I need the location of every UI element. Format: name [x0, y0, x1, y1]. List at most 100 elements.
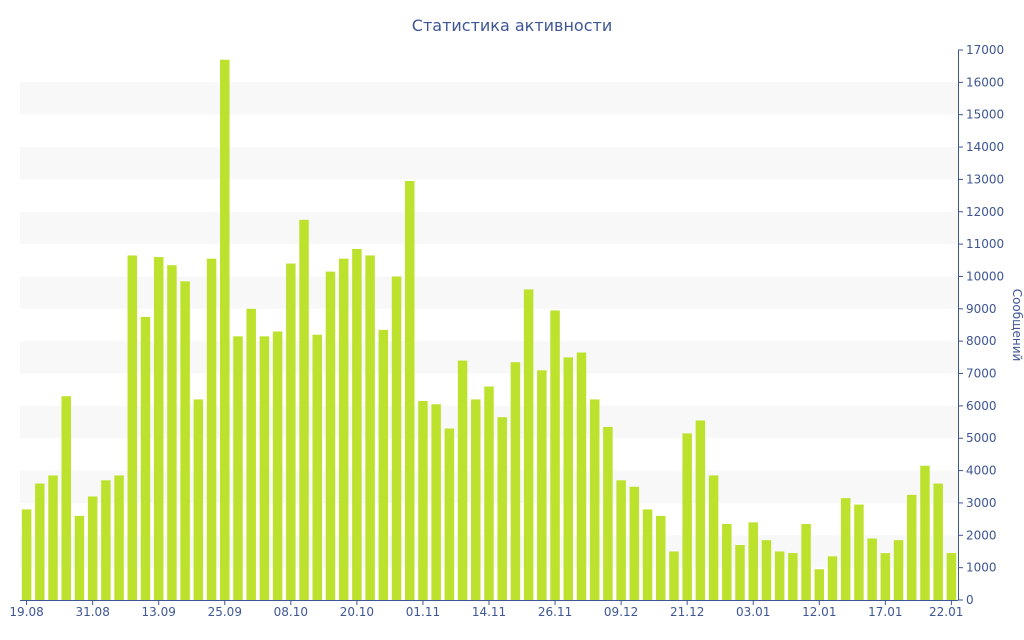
grid-band [20, 211, 958, 245]
bar [48, 475, 58, 600]
bar [946, 553, 957, 600]
bar [87, 496, 98, 600]
bar [431, 404, 441, 600]
bar [669, 551, 679, 600]
bars [21, 59, 957, 600]
bar [537, 370, 547, 600]
x-tick-label: 22.01 [929, 605, 963, 619]
bar [880, 553, 891, 600]
x-tick-label: 09.12 [604, 605, 638, 619]
x-tick-label: 08.10 [274, 605, 308, 619]
bar [788, 553, 798, 600]
x-tick-label: 14.11 [472, 605, 506, 619]
x-tick-label: 25.09 [208, 605, 242, 619]
x-tick-label: 21.12 [670, 605, 704, 619]
bar [206, 258, 217, 600]
bar [907, 494, 917, 600]
bar [867, 538, 877, 600]
bar [920, 465, 930, 600]
grid-band [20, 82, 958, 115]
y-tick-label: 10000 [966, 269, 1004, 283]
y-tick-label: 3000 [966, 496, 997, 510]
y-tick-label: 2000 [966, 528, 997, 542]
chart-title: Статистика активности [412, 16, 612, 35]
bar [21, 509, 32, 600]
bar [933, 483, 943, 600]
x-tick-label: 03.01 [736, 605, 770, 619]
grid-band [20, 147, 958, 180]
bar [286, 263, 296, 600]
bar [603, 426, 613, 600]
bar [391, 276, 402, 600]
bar [655, 515, 666, 600]
bar [840, 498, 851, 600]
bar [642, 509, 653, 600]
bar [338, 258, 349, 600]
bar [352, 248, 362, 600]
bar [153, 257, 164, 600]
bar [299, 219, 309, 600]
x-tick-label: 12.01 [802, 605, 836, 619]
bar [854, 504, 864, 600]
bar [827, 556, 838, 600]
x-tick-label: 19.08 [9, 605, 43, 619]
bar [576, 352, 587, 600]
bar [35, 483, 45, 600]
bar [814, 569, 825, 600]
x-tick-label: 26.11 [538, 605, 572, 619]
bar [484, 386, 494, 600]
y-tick-label: 16000 [966, 75, 1004, 89]
bar [61, 396, 71, 600]
y-tick-label: 15000 [966, 108, 1004, 122]
bar [312, 334, 323, 600]
y-tick-label: 6000 [966, 399, 997, 413]
bar [114, 475, 124, 600]
bar [127, 255, 138, 600]
bar [629, 486, 640, 600]
x-tick-label: 31.08 [75, 605, 109, 619]
bar [101, 480, 111, 600]
y-tick-label: 14000 [966, 140, 1004, 154]
y-tick-label: 4000 [966, 464, 997, 478]
bar [748, 522, 758, 600]
y-tick-label: 13000 [966, 172, 1004, 186]
x-tick-label: 20.10 [340, 605, 374, 619]
bar [444, 428, 455, 600]
y-ticks: 0 1000 2000 3000 4000 5000 6000 7000 8000 9000 100… [958, 43, 1004, 607]
bar [365, 255, 375, 600]
y-tick-label: 5000 [966, 431, 997, 445]
bar [180, 281, 190, 600]
x-tick-label: 13.09 [142, 605, 176, 619]
bar [695, 420, 706, 600]
x-tick-label: 17.01 [868, 605, 902, 619]
bar [722, 523, 732, 600]
bar [457, 360, 468, 600]
bar [589, 399, 600, 600]
x-tick-label: 01.11 [406, 605, 440, 619]
y-tick-label: 1000 [966, 561, 997, 575]
y-tick-label: 8000 [966, 334, 997, 348]
bar [193, 399, 204, 600]
bar [774, 551, 785, 600]
bar [893, 540, 904, 600]
bar [510, 362, 521, 600]
bar [246, 308, 256, 600]
bar [259, 336, 270, 600]
bar [550, 310, 560, 600]
x-ticks: 19.08 31.08 13.09 25.09 08.10 20.10 01.11 14.11… [9, 600, 963, 619]
bar [220, 59, 230, 600]
bar [735, 545, 745, 600]
bar [378, 329, 389, 600]
y-tick-label: 17000 [966, 43, 1004, 57]
bar [563, 357, 574, 600]
bar [325, 271, 336, 600]
y-tick-label: 9000 [966, 302, 997, 316]
bar [761, 540, 772, 600]
y-tick-label: 11000 [966, 237, 1004, 251]
y-tick-label: 0 [966, 593, 974, 607]
bar [497, 417, 507, 600]
bar [471, 399, 481, 600]
y-tick-label: 7000 [966, 367, 997, 381]
bar [801, 523, 811, 600]
